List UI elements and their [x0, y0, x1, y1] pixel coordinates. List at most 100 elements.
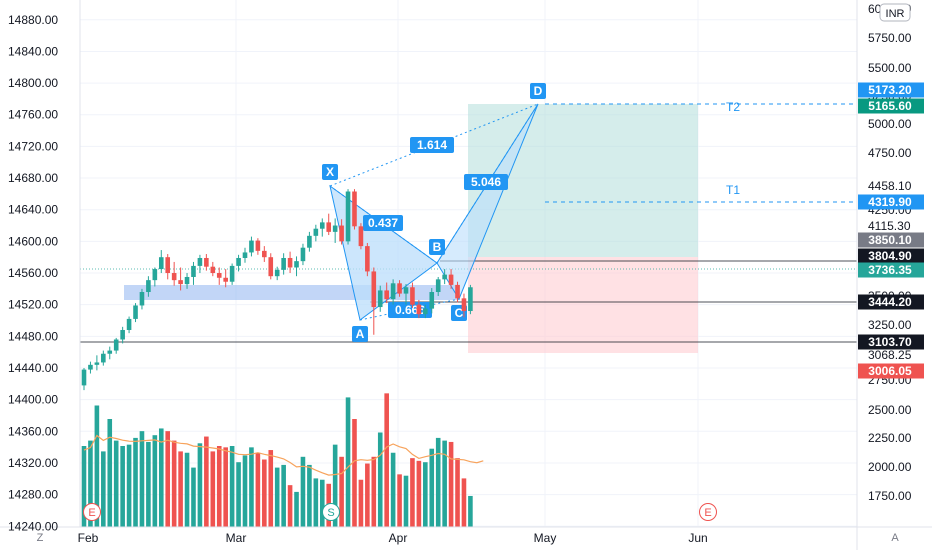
- event-marker[interactable]: [699, 503, 717, 521]
- candle-body: [326, 222, 332, 232]
- candle-body: [133, 305, 138, 319]
- volume-bar: [242, 455, 248, 527]
- candle-body: [88, 364, 93, 370]
- left-tick-label: 14560.00: [8, 266, 58, 280]
- candle-body: [416, 304, 422, 315]
- volume-bar: [365, 463, 370, 527]
- volume-bar: [468, 495, 473, 527]
- candle-body: [307, 235, 312, 248]
- candle-body: [294, 261, 299, 268]
- candle-body: [435, 279, 441, 293]
- price-label: 5165.60: [868, 99, 912, 113]
- volume-bar: [178, 451, 183, 527]
- left-tick-label: 14320.00: [8, 456, 58, 470]
- volume-bar: [319, 479, 325, 527]
- candle-body: [352, 191, 357, 227]
- candle-body: [101, 353, 106, 363]
- volume-bar: [410, 458, 415, 527]
- x-tick-label: May: [534, 531, 557, 545]
- ratio-label-0-bg: [410, 137, 454, 153]
- volume-bar: [262, 459, 267, 527]
- volume-bar: [339, 456, 344, 527]
- volume-bar: [377, 432, 383, 527]
- currency-badge-box[interactable]: [879, 3, 911, 22]
- price-label-bg: [858, 82, 924, 98]
- right-tick-label: 5750.00: [868, 31, 912, 45]
- volume-bar: [197, 443, 203, 527]
- price-label: 3804.90: [868, 249, 912, 263]
- candle-body: [197, 257, 203, 266]
- candle-body: [146, 280, 151, 293]
- event-marker[interactable]: [83, 503, 101, 521]
- candle-body: [210, 266, 216, 274]
- volume-bar: [165, 431, 171, 527]
- candle-body: [229, 265, 235, 282]
- currency-badge: INR: [886, 8, 905, 20]
- volume-bar: [448, 441, 454, 527]
- support-box: [124, 285, 460, 300]
- candle-body: [113, 339, 119, 351]
- volume-bar: [229, 446, 235, 527]
- volume-bar: [171, 440, 177, 527]
- pattern-point-x: X: [326, 165, 334, 179]
- candle-body: [204, 257, 209, 267]
- volume-bar: [313, 478, 319, 527]
- volume-bar: [249, 447, 254, 527]
- volume-bar: [281, 464, 286, 527]
- right-tick-label: 3250.00: [868, 318, 912, 332]
- candle-body: [191, 265, 196, 277]
- volume-bar: [152, 435, 158, 527]
- event-marker[interactable]: [322, 503, 340, 521]
- candle-body: [429, 292, 435, 309]
- left-tick-label: 14600.00: [8, 234, 58, 248]
- ratio-label-2: 5.046: [471, 175, 501, 189]
- candle-body: [255, 240, 261, 251]
- candle-body: [152, 269, 158, 281]
- left-tick-label: 14880.00: [8, 13, 58, 27]
- volume-bar: [274, 467, 280, 527]
- candle-body: [223, 277, 228, 282]
- volume-bar: [216, 446, 222, 527]
- x-tick-label: Feb: [78, 531, 99, 545]
- price-label: 3006.05: [868, 364, 912, 378]
- price-label: 3736.35: [868, 263, 912, 277]
- candle-body: [281, 257, 286, 270]
- candle-body: [377, 290, 383, 308]
- candle-body: [268, 257, 274, 277]
- volume-bar: [236, 462, 241, 527]
- right-tick-label: 3068.25: [868, 348, 912, 362]
- volume-bar: [223, 447, 228, 527]
- candle-body: [107, 350, 113, 354]
- horizontal-levels: T2 T1: [80, 100, 857, 343]
- volume-bar: [113, 440, 119, 527]
- left-tick-label: 14800.00: [8, 76, 58, 90]
- volume-bar: [294, 491, 299, 527]
- volume-bar: [120, 446, 125, 527]
- auto-scale-button: A: [891, 532, 899, 544]
- candle-body: [139, 292, 145, 306]
- right-tick-label: 4458.10: [868, 179, 912, 193]
- ratio-label-1: 0.437: [368, 216, 398, 230]
- left-tick-label: 14280.00: [8, 488, 58, 502]
- volume-bar: [81, 446, 87, 527]
- left-tick-label: 14240.00: [8, 519, 58, 533]
- right-tick-label: 5000.00: [868, 117, 912, 131]
- pattern-point-b-bg: [429, 239, 445, 255]
- candle-body: [423, 308, 428, 315]
- x-tick-label: Jun: [688, 531, 707, 545]
- candle-body: [94, 362, 100, 365]
- right-tick-label: 4750.00: [868, 146, 912, 160]
- volume-bar: [210, 451, 216, 527]
- x-tick-label: Mar: [226, 531, 247, 545]
- volume-bar: [307, 464, 312, 527]
- candle-body: [397, 283, 402, 294]
- pattern-point-c: C: [455, 306, 464, 320]
- volume-bar: [146, 441, 151, 527]
- right-tick-label: 2250.00: [868, 431, 912, 445]
- volume-bar: [184, 452, 190, 527]
- pattern-point-d-bg: [530, 83, 546, 99]
- left-tick-label: 14400.00: [8, 393, 58, 407]
- candle-body: [461, 298, 467, 312]
- right-tick-label: 4115.30: [868, 219, 911, 233]
